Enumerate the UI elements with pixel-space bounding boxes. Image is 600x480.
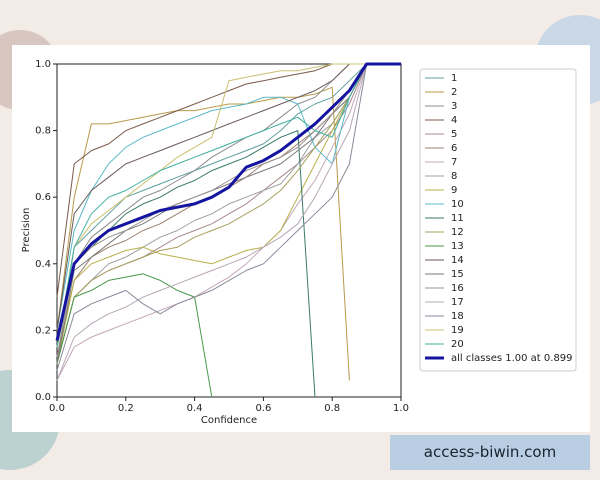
- legend-label: 3: [451, 101, 457, 112]
- series-line: [56, 63, 401, 348]
- x-tick-label: 0.4: [187, 403, 203, 414]
- series-line: [56, 63, 401, 331]
- legend-label: 1: [451, 73, 457, 84]
- y-tick-label: 0.0: [35, 392, 51, 403]
- legend-label: 9: [451, 185, 457, 196]
- legend-label: all classes 1.00 at 0.899: [451, 353, 573, 364]
- series-line: [56, 273, 213, 398]
- y-axis-label: Precision: [21, 208, 32, 253]
- legend-label: 12: [451, 227, 464, 238]
- legend-label: 10: [451, 199, 464, 210]
- series-line: [56, 63, 401, 364]
- x-tick-label: 0.8: [324, 403, 340, 414]
- legend-label: 19: [451, 325, 464, 336]
- legend-label: 13: [451, 241, 464, 252]
- series-line: [56, 63, 401, 364]
- y-tick-label: 0.8: [35, 126, 51, 137]
- watermark: access-biwin.com: [390, 435, 590, 470]
- x-tick-label: 0.6: [255, 403, 271, 414]
- x-tick-label: 0.2: [118, 403, 134, 414]
- legend-label: 4: [451, 115, 457, 126]
- x-tick-label: 0.0: [49, 403, 65, 414]
- y-tick-label: 0.4: [35, 259, 51, 270]
- x-axis-label: Confidence: [201, 415, 257, 426]
- legend-label: 15: [451, 269, 464, 280]
- series-line: [55, 62, 401, 341]
- series-line: [56, 63, 401, 381]
- legend-label: 20: [451, 339, 464, 350]
- series-line: [56, 63, 401, 358]
- y-tick-label: 0.6: [35, 192, 51, 203]
- y-tick-label: 0.2: [35, 325, 51, 336]
- plot-frame: [56, 63, 402, 398]
- legend-label: 11: [451, 213, 464, 224]
- legend-label: 7: [451, 157, 457, 168]
- legend-label: 6: [451, 143, 457, 154]
- y-tick-label: 1.0: [35, 59, 51, 70]
- series-line: [56, 63, 401, 371]
- legend-label: 5: [451, 129, 457, 140]
- legend-label: 17: [451, 297, 464, 308]
- x-tick-label: 1.0: [393, 403, 409, 414]
- legend-label: 18: [451, 311, 464, 322]
- series-line: [56, 63, 401, 331]
- legend: [419, 68, 577, 372]
- legend-label: 2: [451, 87, 457, 98]
- legend-label: 8: [451, 171, 457, 182]
- series-line: [56, 86, 350, 381]
- legend-label: 14: [451, 255, 464, 266]
- series-line: [56, 63, 401, 381]
- series-line: [56, 63, 401, 364]
- legend-label: 16: [451, 283, 464, 294]
- series-line: [56, 63, 401, 364]
- series-line: [56, 63, 401, 348]
